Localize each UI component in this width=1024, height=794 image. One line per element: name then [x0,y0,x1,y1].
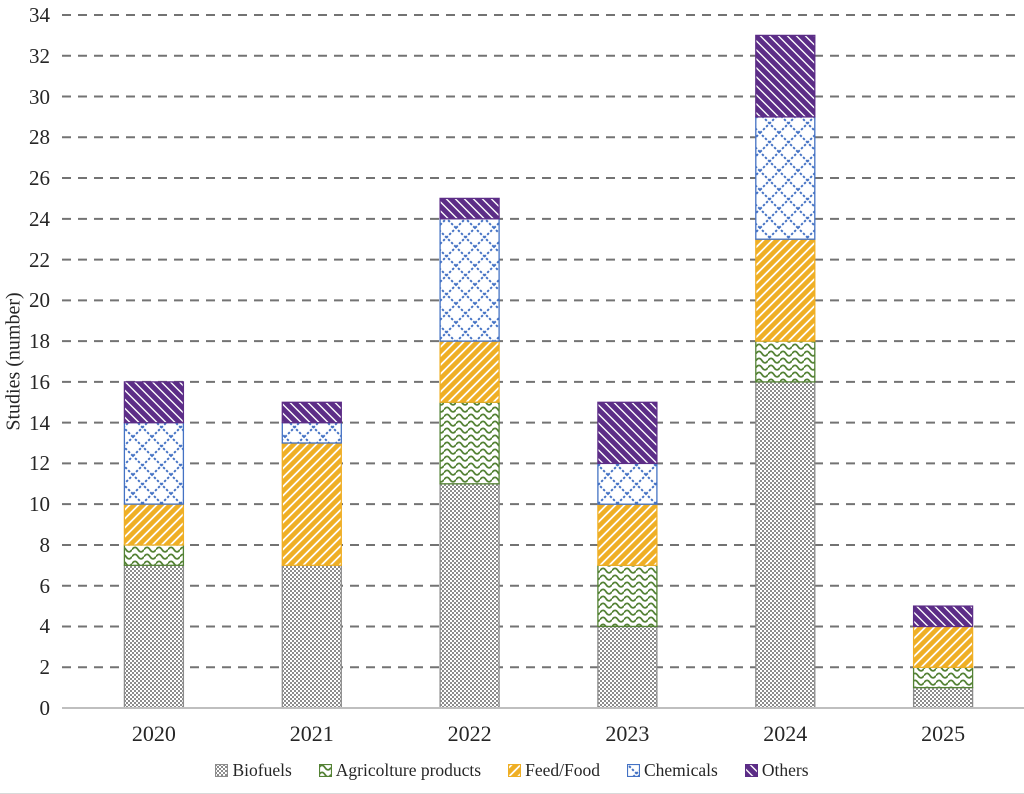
bar-segment-2021-diag-down [281,401,342,424]
legend-label: Chemicals [643,760,718,780]
y-tick-label-8: 8 [39,532,51,557]
y-tick-label-28: 28 [29,125,50,150]
legend-item-diag-up: Feed/Food [508,760,600,781]
bar-segment-2023-diag-down [597,401,658,465]
y-tick-label-22: 22 [29,247,50,272]
bar-segment-2022-cross [439,218,500,342]
legend-swatch-icon [626,764,640,777]
legend-item-cross: Chemicals [626,760,718,781]
bar-segment-2024-diag-down [755,34,816,118]
bar-segment-2022-diag-up [439,340,500,403]
bar-segment-2023-cross [597,462,658,505]
bar-segment-2020-diag-up [123,503,185,546]
legend-label: Biofuels [232,760,292,780]
bar-segment-2023-checker [597,625,658,709]
legend-label: Feed/Food [525,760,600,780]
y-tick-label-26: 26 [29,166,50,191]
bar-segment-2023-diag-up [597,503,658,566]
bar-segment-2024-diag-up [755,238,816,342]
x-axis-label-2023: 2023 [605,721,650,746]
y-tick-label-0: 0 [39,696,51,720]
bar-segment-2021-checker [281,564,342,709]
bar-segment-2020-diag-down [123,381,185,424]
bar-segment-2023-waves [597,564,658,628]
bar-segment-2025-waves [912,666,974,689]
legend-swatch-icon [744,764,758,777]
y-tick-label-4: 4 [39,614,51,639]
bar-segment-2022-checker [439,483,500,709]
bar-segment-2025-diag-down [912,605,974,628]
x-axis-label-2022: 2022 [447,721,492,746]
legend-item-waves: Agricolture products [318,760,482,781]
bar-segment-2022-diag-down [439,197,500,220]
y-tick-label-10: 10 [29,492,50,517]
bar-segment-2025-checker [912,686,974,709]
y-tick-label-30: 30 [29,84,50,109]
bar-segment-2025-diag-up [912,625,974,668]
x-axis-label-2021: 2021 [289,721,334,746]
legend-swatch-icon [508,764,522,777]
gridlines [62,14,1022,669]
y-axis-title: Studies (number) [2,292,25,431]
y-tick-label-16: 16 [29,369,50,394]
y-tick-label-12: 12 [29,451,50,476]
bar-segment-2021-diag-up [281,442,342,566]
legend-swatch-icon [215,764,229,777]
x-axis-label-2020: 2020 [131,721,176,746]
legend-item-checker: Biofuels [215,760,292,781]
y-tick-label-2: 2 [39,655,51,680]
legend-swatch-icon [318,764,332,777]
bar-segment-2022-waves [439,401,500,485]
x-axis-label-2025: 2025 [921,721,966,746]
x-axis-label-2024: 2024 [763,721,808,746]
bars [123,34,974,709]
y-tick-label-34: 34 [29,3,50,27]
bar-segment-2024-waves [755,340,816,383]
y-tick-label-6: 6 [39,573,51,598]
y-tick-label-24: 24 [29,206,50,231]
bar-segment-2024-checker [755,381,816,709]
y-tick-label-18: 18 [29,329,50,354]
legend-label: Others [761,760,809,780]
bar-segment-2020-cross [123,421,185,505]
y-tick-label-20: 20 [29,288,50,313]
legend-label: Agricolture products [335,760,482,780]
bar-segment-2020-waves [123,544,185,566]
bar-segment-2020-checker [123,564,185,709]
y-tick-label-14: 14 [29,410,50,435]
legend-item-diag-down: Others [744,760,809,781]
bar-segment-2024-cross [755,116,816,240]
y-tick-label-32: 32 [29,43,50,68]
bar-segment-2021-cross [281,421,342,444]
chart-legend: Biofuels Agricolture products Feed/Food Che… [0,760,1024,781]
